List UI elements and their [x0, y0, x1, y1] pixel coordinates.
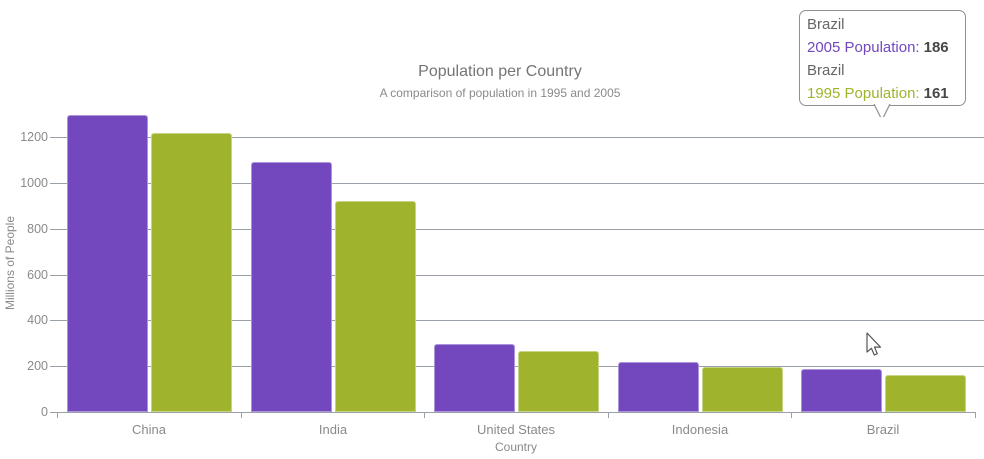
x-axis-label-brazil: Brazil	[866, 422, 900, 437]
y-tick-400	[50, 320, 57, 321]
x-axis-line	[57, 412, 975, 413]
bar-brazil-1995-population[interactable]	[885, 375, 966, 412]
gridline-1200	[57, 137, 984, 138]
y-axis-title: Millions of People	[3, 215, 17, 311]
x-tick-5	[975, 412, 976, 418]
y-tick-200	[50, 366, 57, 367]
x-axis-title: Country	[494, 440, 538, 454]
gridline-600	[57, 275, 984, 276]
bar-brazil-2005-population[interactable]	[801, 369, 882, 412]
x-tick-3	[608, 412, 609, 418]
x-axis-label-india: India	[318, 422, 348, 437]
tooltip-country-1995: Brazil	[807, 62, 845, 79]
y-tick-label-800: 800	[27, 222, 48, 236]
tooltip-row-1995: 1995 Population: 161	[807, 82, 958, 105]
y-tick-600	[50, 275, 57, 276]
tooltip-2005-value: 186	[923, 39, 949, 56]
tooltip-1995-value: 161	[923, 85, 949, 102]
bar-india-1995-population[interactable]	[335, 201, 416, 412]
x-tick-1	[241, 412, 242, 418]
bar-united-states-2005-population[interactable]	[434, 344, 515, 412]
tooltip-country-2005: Brazil	[807, 16, 845, 33]
y-tick-label-400: 400	[27, 313, 48, 327]
x-axis-label-indonesia: Indonesia	[671, 422, 729, 437]
mouse-cursor-icon	[866, 332, 881, 356]
bar-india-2005-population[interactable]	[251, 162, 332, 412]
bar-indonesia-1995-population[interactable]	[702, 367, 783, 412]
y-tick-label-1200: 1200	[20, 130, 48, 144]
y-tick-1000	[50, 183, 57, 184]
tooltip-1995-label: 1995 Population:	[807, 85, 920, 102]
chart-title: Population per Country	[418, 63, 582, 80]
tooltip-pointer-notch	[873, 104, 891, 118]
y-tick-label-1000: 1000	[20, 176, 48, 190]
tooltip-row-2005: 2005 Population: 186	[807, 36, 958, 59]
bar-china-2005-population[interactable]	[67, 115, 148, 412]
gridline-1000	[57, 183, 984, 184]
y-tick-label-0: 0	[41, 405, 48, 419]
gridline-800	[57, 229, 984, 230]
x-tick-4	[791, 412, 792, 418]
y-tick-0	[50, 412, 57, 413]
y-tick-1200	[50, 137, 57, 138]
bar-united-states-1995-population[interactable]	[518, 351, 599, 412]
bar-indonesia-2005-population[interactable]	[618, 362, 699, 412]
x-tick-2	[424, 412, 425, 418]
x-axis-label-china: China	[132, 422, 166, 437]
y-tick-label-600: 600	[27, 268, 48, 282]
tooltip-2005-label: 2005 Population:	[807, 39, 920, 56]
x-tick-0	[57, 412, 58, 418]
y-tick-label-200: 200	[27, 359, 48, 373]
gridline-400	[57, 320, 984, 321]
x-axis-label-united-states: United States	[476, 422, 556, 437]
tooltip: Brazil 2005 Population: 186 Brazil 1995 P…	[799, 10, 966, 118]
chart-subtitle: A comparison of population in 1995 and 2…	[379, 86, 621, 100]
bar-china-1995-population[interactable]	[151, 133, 232, 412]
y-tick-800	[50, 229, 57, 230]
